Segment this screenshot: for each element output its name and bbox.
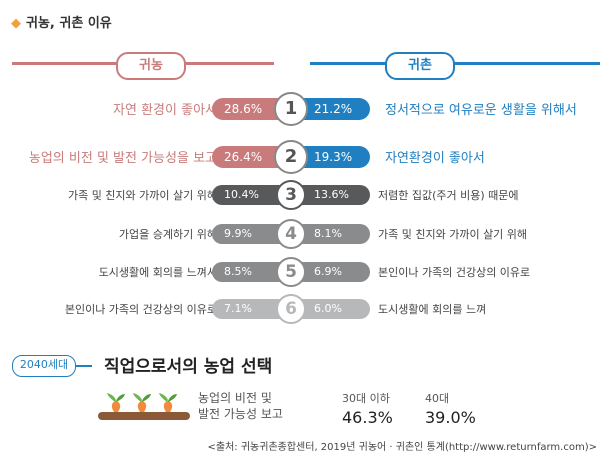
generation-badge: 2040세대	[12, 355, 76, 377]
section-heading: ◆ 귀농, 귀촌 이유	[11, 12, 112, 31]
rank-badge: 2	[274, 140, 308, 174]
right-value-bar: 6.9%	[292, 262, 370, 282]
right-value-bar: 21.2%	[292, 98, 370, 120]
left-header-pill: 귀농	[116, 52, 186, 80]
heading-text: 귀농, 귀촌 이유	[26, 16, 112, 31]
rank-row-5: 도시생활에 회의를 느껴서 8.5% 6.9% 5 본인이나 가족의 건강상의 이유로	[0, 255, 609, 289]
rank-badge: 3	[276, 180, 306, 210]
right-reason-label: 도시생활에 회의를 느껴	[378, 303, 487, 316]
left-reason-label: 본인이나 가족의 건강상의 이유로	[64, 303, 217, 316]
rank-badge: 6	[276, 294, 306, 324]
section2-title: 직업으로서의 농업 선택	[104, 357, 273, 377]
age-label-2: 40대	[425, 392, 450, 405]
rank-row-3: 가족 및 친지와 가까이 살기 위해 10.4% 13.6% 3 저렴한 집값(주거 비…	[0, 178, 609, 212]
left-reason-label: 자연 환경이 좋아서	[113, 103, 217, 118]
right-value-bar: 6.0%	[292, 299, 370, 319]
rank-badge: 1	[274, 92, 308, 126]
age-group-2: 40대 39.0%	[425, 390, 476, 427]
left-reason-label: 가족 및 친지와 가까이 살기 위해	[67, 189, 217, 202]
right-reason-label: 저렴한 집값(주거 비용) 때문에	[378, 189, 519, 202]
age-group-1: 30대 이하 46.3%	[342, 390, 393, 427]
diamond-icon: ◆	[11, 16, 21, 31]
right-reason-label: 본인이나 가족의 건강상의 이유로	[378, 266, 531, 279]
age-value-1: 46.3%	[342, 408, 393, 427]
left-value-bar: 8.5%	[212, 262, 290, 282]
seedling-1	[107, 393, 125, 412]
age-value-2: 39.0%	[425, 408, 476, 427]
right-value-bar: 19.3%	[292, 146, 370, 168]
left-reason-label: 도시생활에 회의를 느껴서	[98, 266, 217, 279]
right-value-bar: 13.6%	[292, 185, 370, 205]
age-label-1: 30대 이하	[342, 392, 390, 405]
rank-row-4: 가업을 승계하기 위해 9.9% 8.1% 4 가족 및 친지와 가까이 살기 위해	[0, 217, 609, 251]
right-value-bar: 8.1%	[292, 224, 370, 244]
left-reason-label: 농업의 비전 및 발전 가능성을 보고	[28, 151, 217, 166]
right-header-line	[310, 62, 600, 65]
badge-connector	[76, 365, 92, 367]
seedling-2	[133, 393, 151, 412]
section2-label-line1: 농업의 비전 및	[198, 391, 272, 405]
rank-row-6: 본인이나 가족의 건강상의 이유로 7.1% 6.0% 6 도시생활에 회의를 느껴	[0, 292, 609, 326]
left-value-bar: 10.4%	[212, 185, 290, 205]
rank-badge: 5	[276, 257, 306, 287]
section2-label: 농업의 비전 및 발전 가능성 보고	[198, 390, 283, 422]
left-value-bar: 28.6%	[212, 98, 290, 120]
source-citation: <출처: 귀농귀촌종합센터, 2019년 귀농어 · 귀촌인 통계(http:/…	[207, 442, 597, 453]
right-header-pill: 귀촌	[385, 52, 455, 80]
rank-badge: 4	[276, 219, 306, 249]
left-value-bar: 7.1%	[212, 299, 290, 319]
left-value-bar: 9.9%	[212, 224, 290, 244]
left-value-bar: 26.4%	[212, 146, 290, 168]
seedling-3	[159, 393, 177, 412]
seedlings-icon	[98, 393, 190, 420]
right-reason-label: 정서적으로 여유로운 생활을 위해서	[385, 103, 577, 118]
section2-label-line2: 발전 가능성 보고	[198, 407, 283, 421]
left-reason-label: 가업을 승계하기 위해	[118, 228, 217, 241]
rank-row-2: 농업의 비전 및 발전 가능성을 보고 26.4% 19.3% 2 자연환경이 좋아서	[0, 140, 609, 174]
rank-row-1: 자연 환경이 좋아서 28.6% 21.2% 1 정서적으로 여유로운 생활을 위해서	[0, 92, 609, 126]
right-reason-label: 가족 및 친지와 가까이 살기 위해	[378, 228, 528, 241]
right-reason-label: 자연환경이 좋아서	[385, 151, 485, 166]
